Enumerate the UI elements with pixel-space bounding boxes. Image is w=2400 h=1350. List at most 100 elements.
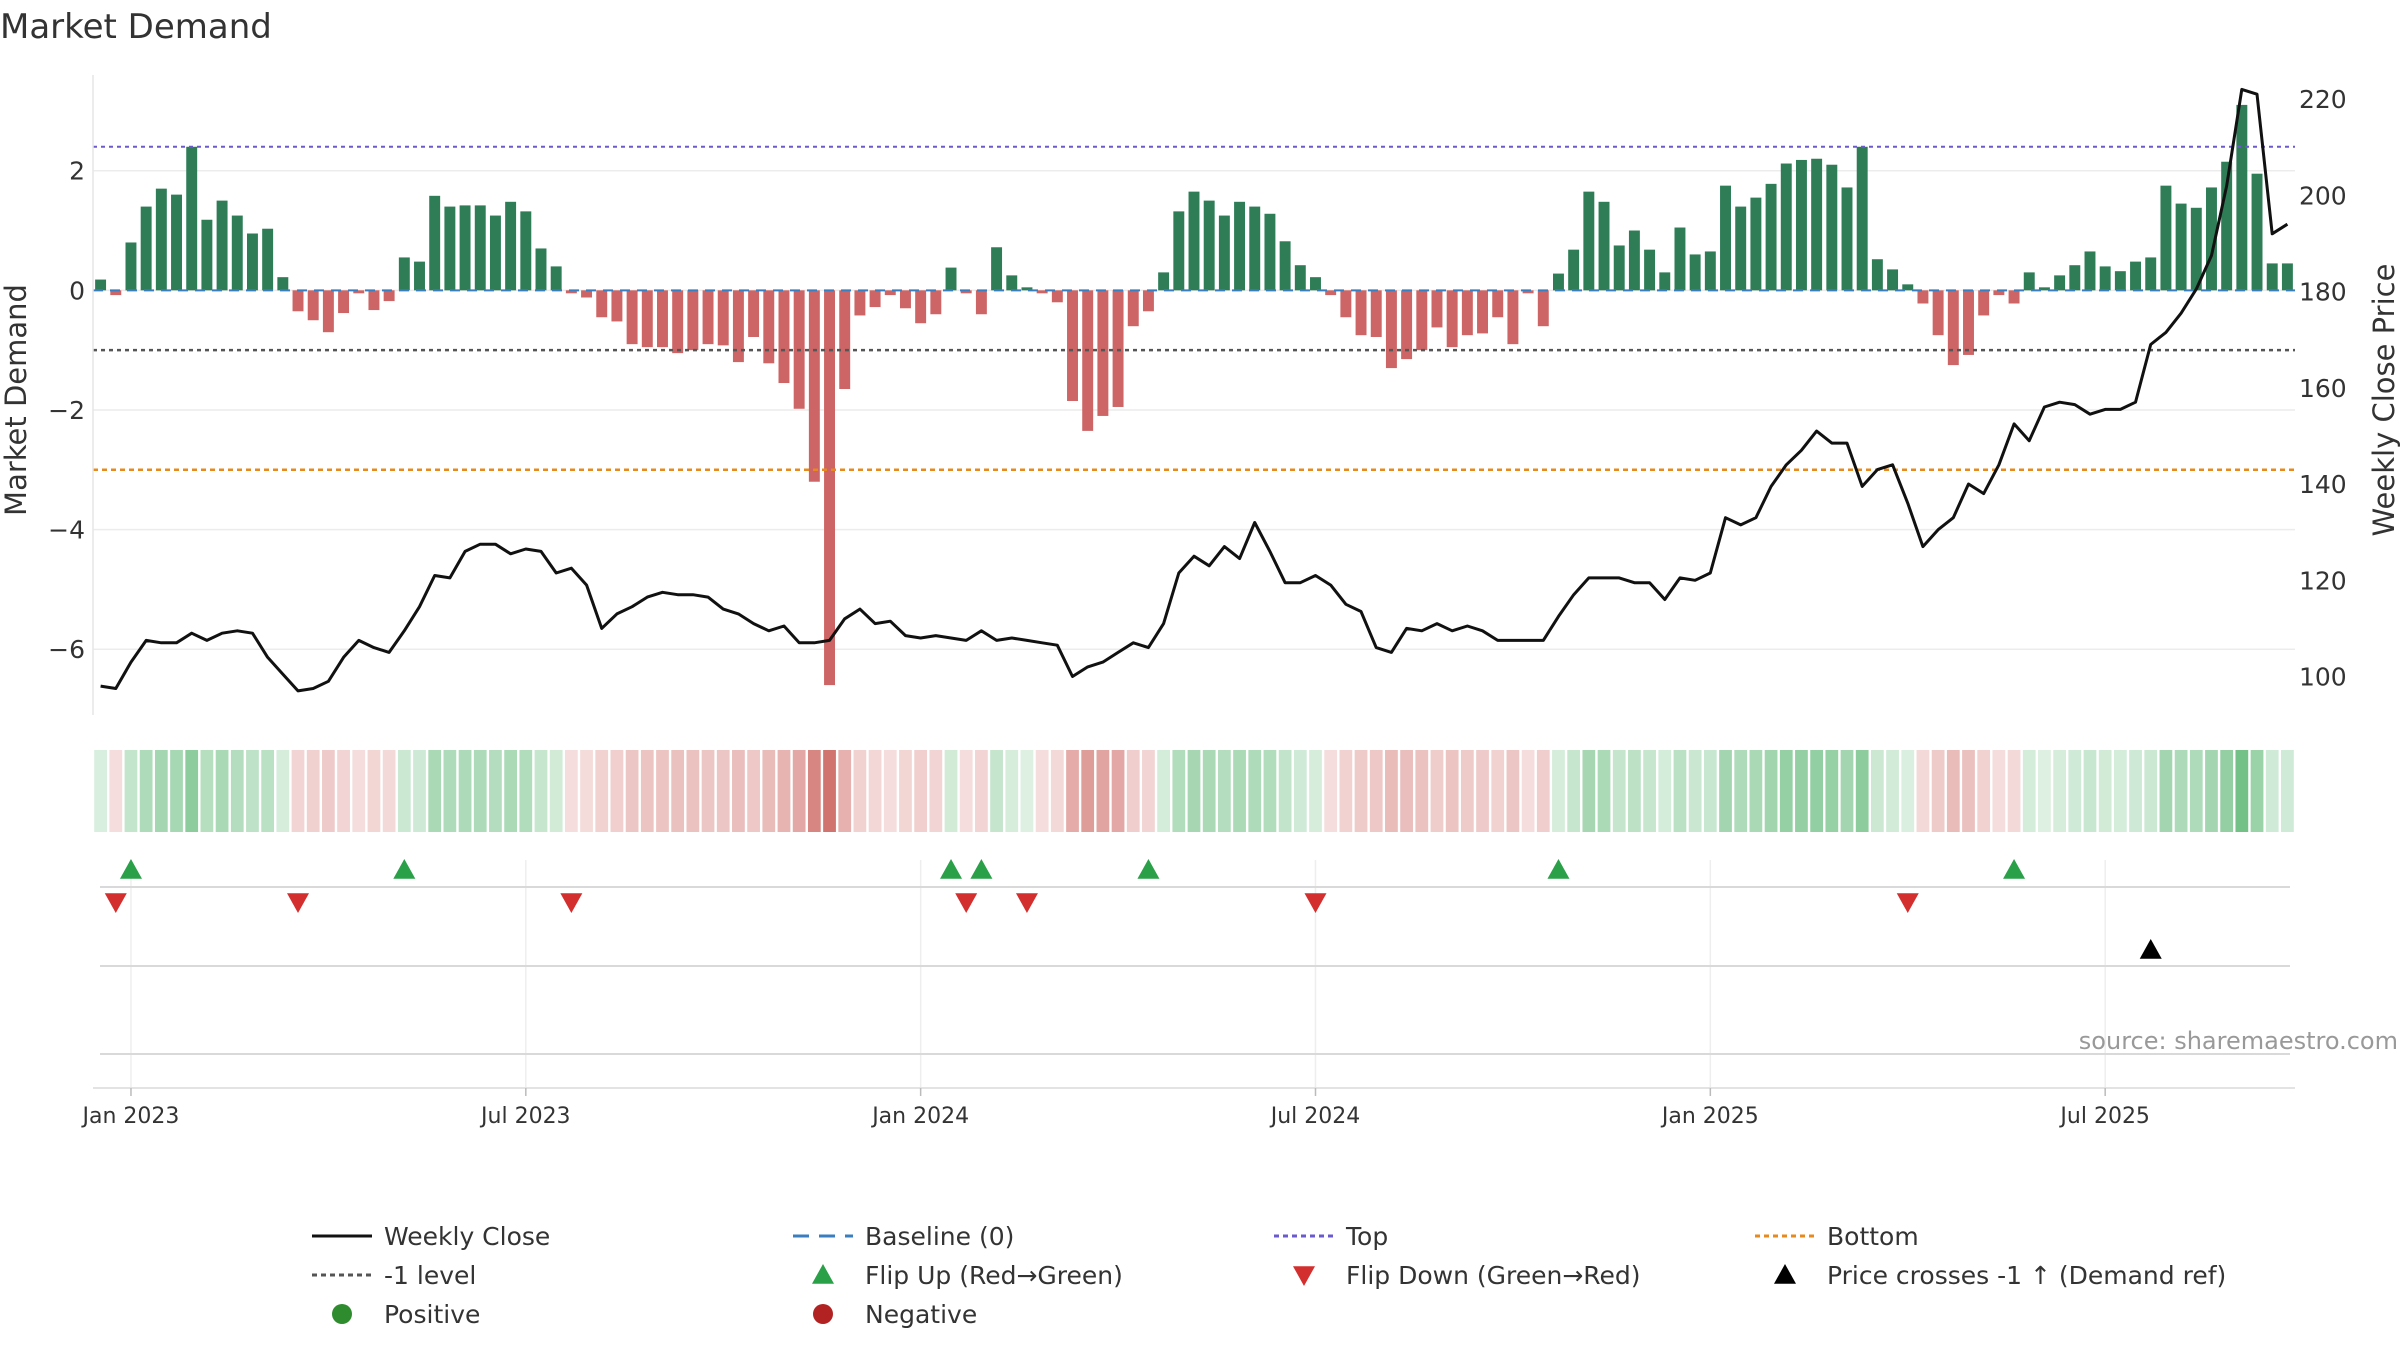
demand-bar xyxy=(899,290,911,309)
demand-bar xyxy=(2114,271,2126,291)
demand-bar xyxy=(672,290,684,354)
demand-bar xyxy=(1355,290,1367,336)
demand-bar xyxy=(2175,203,2187,291)
strip-cell xyxy=(1248,750,1262,832)
x-tick-label: Jan 2025 xyxy=(1660,1104,1759,1129)
demand-bar xyxy=(535,248,547,291)
demand-bar xyxy=(1234,201,1246,291)
demand-bar xyxy=(854,290,866,316)
strip-cell xyxy=(640,750,654,832)
demand-bar xyxy=(95,279,107,291)
demand-bar xyxy=(505,201,517,291)
demand-bars xyxy=(95,104,2293,686)
strip-cell xyxy=(185,750,199,832)
demand-bar xyxy=(2281,263,2293,291)
strip-cell xyxy=(246,750,259,832)
flip-down-marker xyxy=(287,893,310,913)
strip-cell xyxy=(2174,750,2188,832)
strip-cell xyxy=(215,750,229,832)
flip-up-marker xyxy=(970,859,993,879)
demand-bar xyxy=(1051,290,1063,303)
demand-bar xyxy=(1644,249,1656,291)
demand-bar xyxy=(2236,104,2248,291)
legend-label: Positive xyxy=(384,1300,480,1329)
strip-cell xyxy=(1309,750,1322,832)
strip-cell xyxy=(1142,750,1155,832)
strip-cell xyxy=(276,750,290,832)
strip-cell xyxy=(1749,750,1763,832)
demand-bar xyxy=(839,290,851,390)
demand-bar xyxy=(307,290,319,321)
strip-cell xyxy=(1354,750,1368,832)
strip-cell xyxy=(1430,750,1444,832)
weekly-close-line xyxy=(100,87,2289,693)
legend-label: Bottom xyxy=(1827,1222,1919,1251)
legend-swatch-triangle-down xyxy=(1293,1266,1315,1286)
strip-cell xyxy=(261,750,275,832)
strip-cell xyxy=(1278,750,1292,832)
x-tick-label: Jan 2024 xyxy=(870,1104,969,1129)
demand-bar xyxy=(1978,290,1990,316)
strip-cell xyxy=(1035,750,1049,832)
flip-down-marker xyxy=(104,893,127,913)
demand-bar xyxy=(2008,290,2020,304)
legend-item: Price crosses -1 ↑ (Demand ref) xyxy=(1774,1261,2226,1290)
strip-cell xyxy=(1597,750,1611,832)
chart-title: Market Demand xyxy=(0,7,272,47)
demand-bar xyxy=(1811,158,1823,291)
demand-bar xyxy=(1492,290,1504,318)
demand-bar xyxy=(1537,290,1549,327)
demand-bar xyxy=(1370,290,1382,337)
strip-cell xyxy=(656,750,669,832)
strip-cell xyxy=(1658,750,1672,832)
demand-bar xyxy=(1613,245,1625,291)
strip-cell xyxy=(1628,750,1641,832)
demand-bar xyxy=(1841,187,1853,291)
strip-cell xyxy=(1476,750,1489,832)
strip-cell xyxy=(2205,750,2218,832)
y-tick-label-left: 0 xyxy=(69,276,85,305)
demand-bar xyxy=(1127,290,1139,327)
strip-cell xyxy=(1157,750,1171,832)
demand-bar xyxy=(1264,213,1276,291)
strip-cell xyxy=(1779,750,1793,832)
strip-cell xyxy=(1855,750,1869,832)
strip-cell xyxy=(382,750,396,832)
strip-cell xyxy=(2220,750,2234,832)
strip-cell xyxy=(519,750,533,832)
legend-item: Top xyxy=(1274,1222,1388,1251)
legend-item: Baseline (0) xyxy=(793,1222,1014,1251)
strip-cell xyxy=(1962,750,1975,832)
strip-cell xyxy=(807,750,821,832)
demand-bar xyxy=(1993,290,2005,296)
demand-bar xyxy=(2221,161,2233,291)
demand-bar xyxy=(246,233,258,291)
strip-cell xyxy=(2144,750,2158,832)
demand-bar xyxy=(338,290,350,314)
demand-bar xyxy=(2130,261,2142,291)
demand-bar xyxy=(991,247,1003,291)
strip-cell xyxy=(2098,750,2112,832)
strip-cell xyxy=(671,750,685,832)
demand-bar xyxy=(2206,187,2217,291)
strip-cell xyxy=(1324,750,1338,832)
demand-bar xyxy=(1963,290,1974,355)
demand-bar xyxy=(2266,263,2278,291)
strip-cell xyxy=(595,750,609,832)
strip-cell xyxy=(1415,750,1429,832)
strip-cell xyxy=(838,750,852,832)
demand-bar xyxy=(960,290,972,294)
demand-bar xyxy=(1750,197,1762,291)
strip-cell xyxy=(2068,750,2082,832)
demand-bar xyxy=(869,290,881,308)
demand-color-strip xyxy=(94,750,2294,832)
strip-cell xyxy=(1764,750,1778,832)
strip-cell xyxy=(564,750,578,832)
strip-cell xyxy=(1552,750,1565,832)
demand-bar xyxy=(1553,273,1564,291)
strip-cell xyxy=(1992,750,2006,832)
strip-cell xyxy=(1703,750,1717,832)
legend-item: Negative xyxy=(813,1300,977,1329)
demand-bar xyxy=(884,290,896,296)
